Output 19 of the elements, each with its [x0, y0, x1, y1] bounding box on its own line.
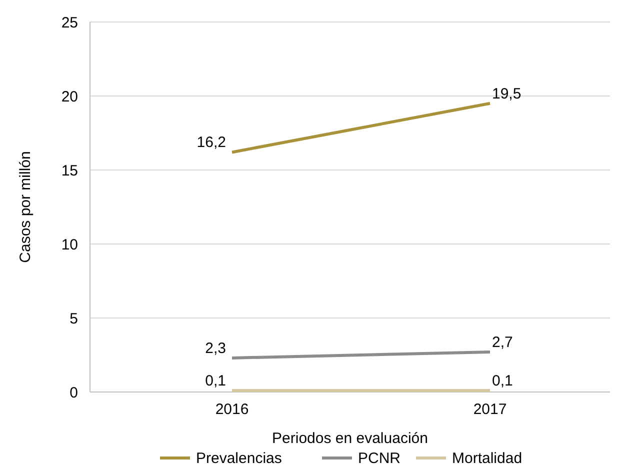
data-label: 2,3	[205, 340, 226, 357]
data-label: 2,7	[492, 334, 513, 352]
x-tick-label: 2017	[473, 401, 507, 418]
y-tick-label: 25	[61, 14, 78, 32]
legend-label: Mortalidad	[452, 450, 522, 467]
x-tick-label: 2016	[215, 401, 249, 418]
data-label: 19,5	[492, 85, 522, 102]
y-tick-label: 20	[61, 88, 78, 106]
y-tick-label: 10	[61, 236, 78, 254]
data-label: 0,1	[492, 372, 513, 390]
x-axis-title: Periodos en evaluación	[272, 430, 428, 447]
data-label: 16,2	[196, 134, 226, 152]
y-tick-label: 5	[70, 310, 78, 328]
y-tick-label: 0	[70, 384, 78, 402]
legend-label: PCNR	[358, 450, 401, 467]
data-label: 0,1	[205, 372, 226, 390]
y-axis-title: Casos por millón	[17, 151, 34, 263]
y-tick-label: 15	[61, 162, 78, 180]
legend-label: Prevalencias	[196, 450, 282, 467]
